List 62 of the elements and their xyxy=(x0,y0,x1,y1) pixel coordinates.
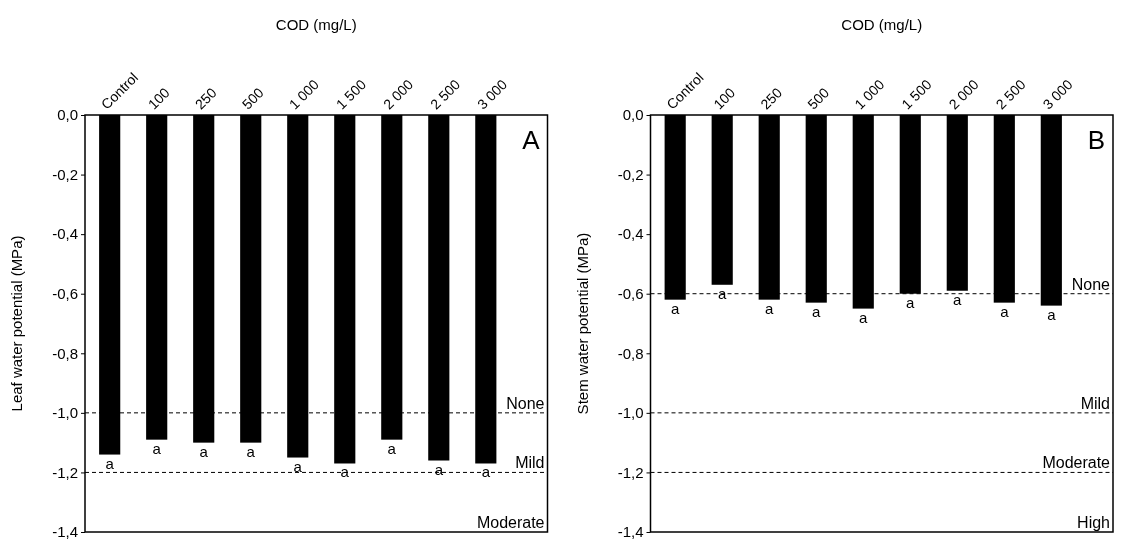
x-tick-label: 3 000 xyxy=(1039,76,1076,113)
annotation: A xyxy=(522,125,541,155)
y-tick-label: -1,4 xyxy=(617,523,644,541)
x-tick-label: 2 500 xyxy=(426,76,464,113)
data-label: a xyxy=(765,299,775,317)
y-axis-title: Stem water potential (MPa) xyxy=(573,232,591,415)
annotation: High xyxy=(1077,514,1110,531)
y-tick-label: -0,8 xyxy=(52,344,78,362)
data-label: a xyxy=(1047,305,1057,323)
data-label: a xyxy=(293,457,303,475)
x-tick-label: 2 000 xyxy=(945,76,982,113)
data-label: a xyxy=(812,302,822,320)
y-axis-title: Leaf water potential (MPa) xyxy=(8,235,25,412)
y-tick-label: -1,2 xyxy=(617,463,644,481)
data-label: a xyxy=(105,454,115,472)
x-tick-label: 3 000 xyxy=(473,76,511,113)
x-tick-label: 1 000 xyxy=(285,76,323,113)
data-label: a xyxy=(953,290,963,308)
ref-line-label: Moderate xyxy=(1042,454,1111,472)
x-tick-label: 2 500 xyxy=(992,76,1029,113)
y-tick-label: 0,0 xyxy=(622,106,644,124)
x-tick-label: 1 000 xyxy=(851,76,888,113)
y-tick-label: -0,4 xyxy=(617,225,644,243)
data-label: a xyxy=(1000,302,1010,320)
x-tick-label: 100 xyxy=(710,84,739,113)
data-label: a xyxy=(387,439,397,457)
y-tick-label: -0,4 xyxy=(52,225,78,243)
x-tick-label: 2 000 xyxy=(379,76,417,113)
x-tick-label: 250 xyxy=(757,84,786,113)
y-tick-label: 0,0 xyxy=(57,106,78,124)
data-label: a xyxy=(340,463,350,481)
x-axis-title: COD (mg/L) xyxy=(841,16,923,33)
data-label: a xyxy=(671,299,681,317)
y-tick-label: -1,4 xyxy=(52,523,78,541)
y-tick-label: -0,8 xyxy=(617,344,644,362)
ref-line-label: None xyxy=(506,394,545,412)
data-label: a xyxy=(906,293,916,311)
x-tick-label: 500 xyxy=(804,84,833,113)
x-tick-label: 1 500 xyxy=(332,76,370,113)
x-axis-title: COD (mg/L) xyxy=(275,16,357,33)
y-tick-label: -0,2 xyxy=(52,165,78,183)
data-label: a xyxy=(199,442,209,460)
data-label: a xyxy=(859,308,869,326)
x-tick-label: 500 xyxy=(238,84,267,113)
x-tick-label: 250 xyxy=(191,84,220,113)
data-label: a xyxy=(152,439,162,457)
y-tick-label: -0,6 xyxy=(52,285,78,303)
data-label: a xyxy=(246,442,256,460)
annotation: B xyxy=(1087,125,1105,155)
data-label: a xyxy=(718,284,728,302)
y-tick-label: -1,2 xyxy=(52,463,78,481)
y-tick-label: -1,0 xyxy=(617,404,644,422)
ref-line-label: Mild xyxy=(515,454,545,472)
annotation: Moderate xyxy=(476,514,545,531)
ref-line-label: None xyxy=(1071,275,1111,293)
y-tick-label: -1,0 xyxy=(52,404,78,422)
ref-line-label: Mild xyxy=(1080,394,1110,412)
y-tick-label: -0,2 xyxy=(617,165,644,183)
x-tick-label: 1 500 xyxy=(898,76,935,113)
data-label: a xyxy=(481,463,491,481)
y-tick-label: -0,6 xyxy=(617,285,644,303)
x-tick-label: 100 xyxy=(144,84,173,113)
